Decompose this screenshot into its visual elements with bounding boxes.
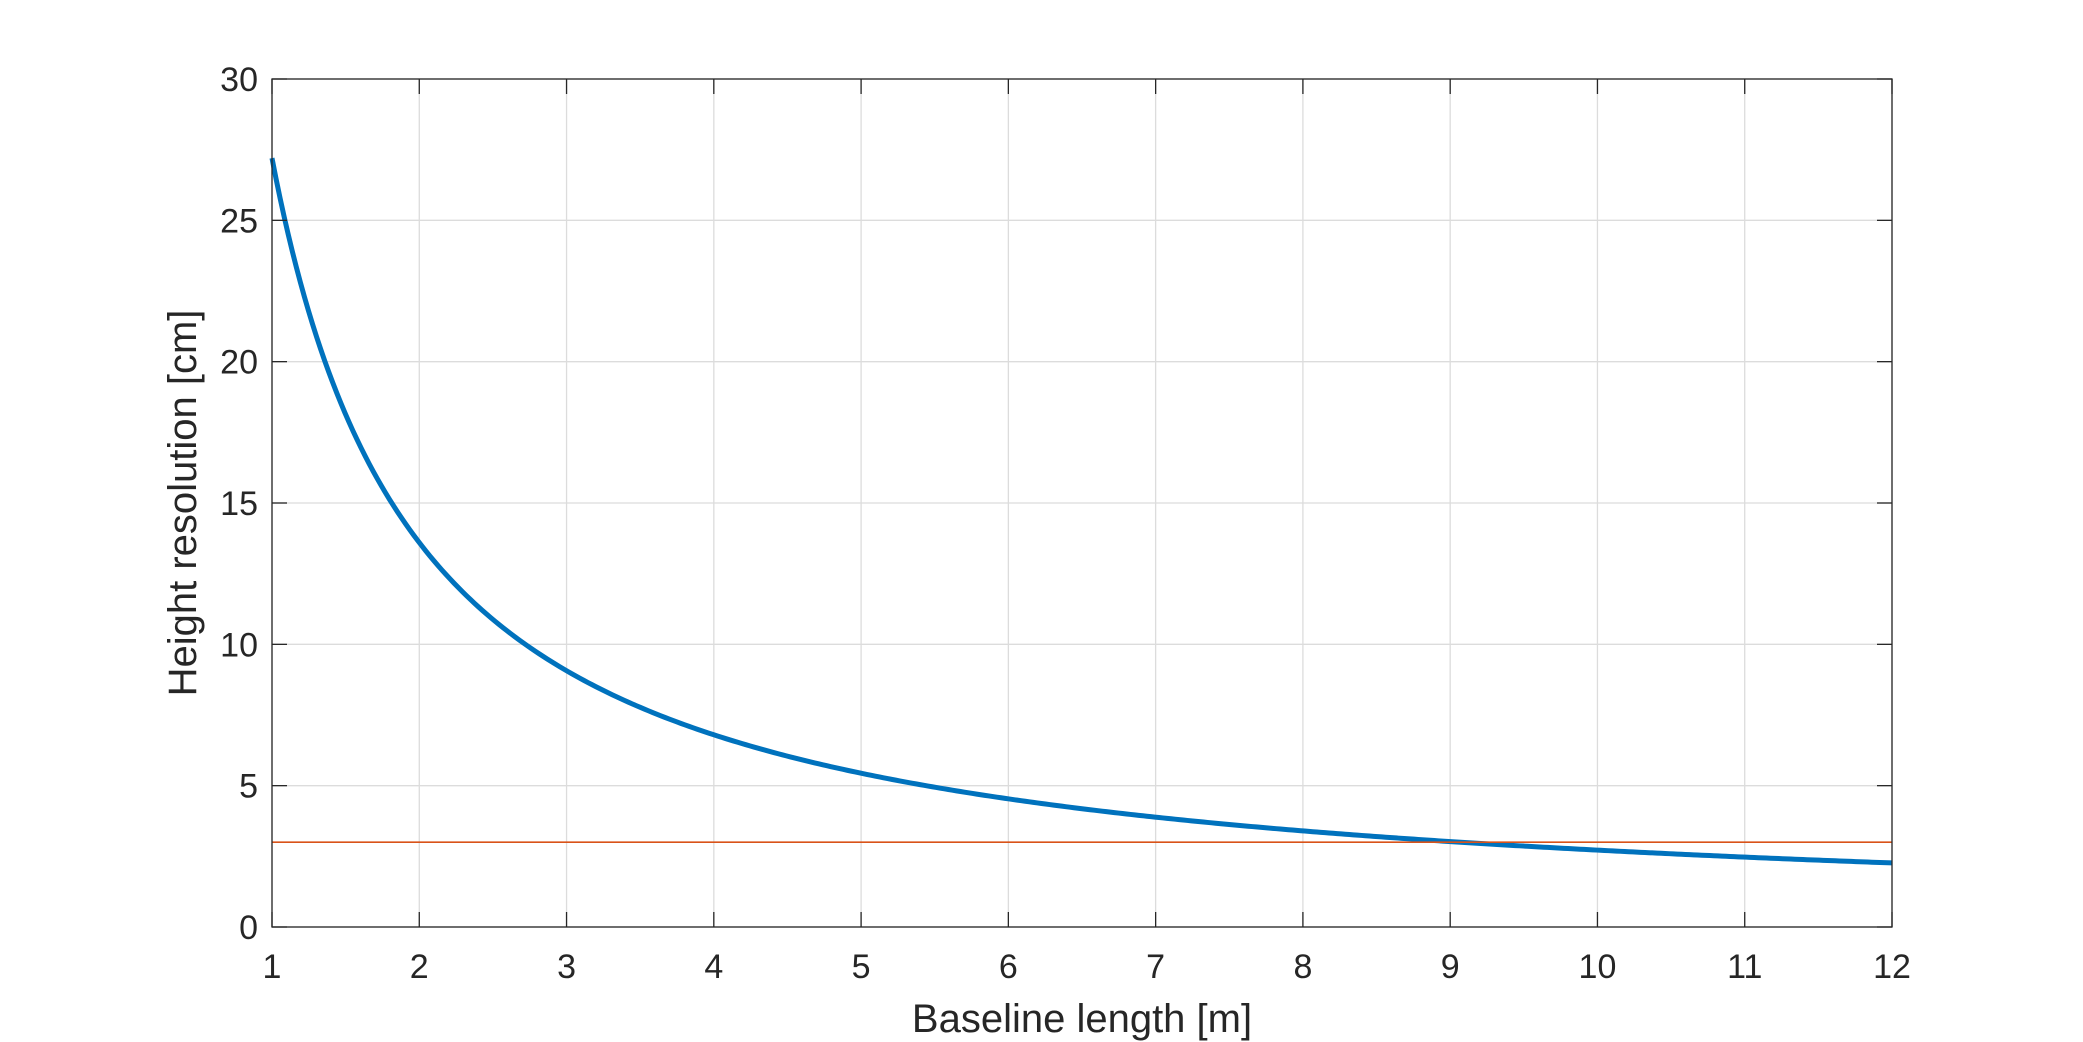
x-tick-label: 11 [1727, 948, 1762, 986]
series-group [269, 157, 1893, 866]
y-axis-title: Height resolution [cm] [161, 310, 205, 697]
x-tick-label: 3 [557, 948, 576, 986]
x-tick-label: 5 [852, 948, 871, 986]
tick-marks [271, 78, 1893, 928]
x-tick-label: 6 [999, 948, 1018, 986]
x-tick-label: 4 [704, 948, 723, 986]
x-tick-label: 12 [1873, 948, 1911, 986]
x-tick-label: 8 [1293, 948, 1312, 986]
x-tick-labels: 1 2 3 4 5 6 7 8 9 10 11 12 [263, 948, 1911, 986]
y-tick-label: 15 [220, 485, 258, 523]
y-tick-label: 0 [239, 909, 258, 947]
x-axis-title: Baseline length [m] [912, 997, 1252, 1041]
x-tick-label: 10 [1579, 948, 1617, 986]
y-tick-labels: 0 5 10 15 20 25 30 [220, 61, 258, 947]
x-tick-label: 7 [1146, 948, 1165, 986]
series-line-height-resolution [269, 157, 1893, 866]
y-tick-label: 5 [239, 768, 258, 806]
y-tick-label: 30 [220, 61, 258, 99]
y-tick-label: 20 [220, 344, 258, 382]
y-tick-label: 25 [220, 202, 258, 240]
y-tick-label: 10 [220, 626, 258, 664]
x-tick-label: 1 [263, 948, 282, 986]
x-tick-label: 9 [1441, 948, 1460, 986]
x-tick-label: 2 [410, 948, 429, 986]
